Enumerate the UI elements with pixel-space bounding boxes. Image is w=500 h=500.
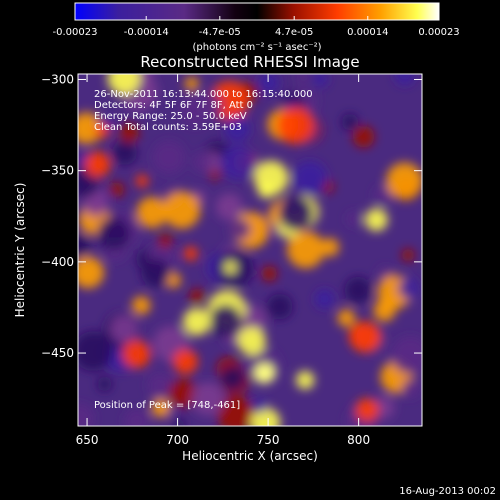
x-tick-label: 650	[76, 433, 99, 447]
heatmap-image	[78, 74, 422, 426]
annotation-line: Detectors: 4F 5F 6F 7F 8F, Att 0	[94, 100, 253, 111]
x-axis: 650 700 750 800	[76, 74, 370, 447]
colorbar-gradient	[74, 2, 440, 21]
chart-title: Reconstructed RHESSI Image	[140, 53, 359, 71]
colorbar: -0.00023 -0.00014 -4.7e-05 4.7e-05 0.00014 0.…	[53, 2, 460, 53]
y-tick-label: −350	[41, 164, 74, 178]
timestamp: 16-Aug-2013 00:02	[399, 486, 496, 497]
annotation-line: Energy Range: 25.0 - 50.0 keV	[94, 111, 247, 122]
colorbar-tick-label: -0.00023	[53, 27, 98, 38]
annotation-line: Clean Total counts: 3.59E+03	[94, 122, 242, 133]
y-axis: −300 −350 −400 −450	[41, 72, 422, 360]
colorbar-tick-label: 0.00014	[347, 27, 388, 38]
colorbar-tick-label: 0.00023	[418, 27, 459, 38]
y-tick-label: −300	[41, 72, 74, 86]
colorbar-tick-label: -4.7e-05	[199, 27, 241, 38]
colorbar-ticks: -0.00023 -0.00014 -4.7e-05 4.7e-05 0.00014 0.…	[53, 16, 460, 38]
colorbar-tick-label: 4.7e-05	[275, 27, 313, 38]
x-tick-label: 700	[166, 433, 189, 447]
y-axis-label: Heliocentric Y (arcsec)	[13, 183, 27, 318]
y-tick-label: −400	[41, 255, 74, 269]
x-tick-label: 800	[347, 433, 370, 447]
peak-position-label: Position of Peak = [748,-461]	[94, 400, 240, 411]
annotation-block: 26-Nov-2011 16:13:44.000 to 16:15:40.000…	[94, 89, 313, 133]
colorbar-tick-label: -0.00014	[124, 27, 169, 38]
x-axis-label: Heliocentric X (arcsec)	[182, 449, 318, 463]
y-tick-label: −450	[41, 346, 74, 360]
annotation-line: 26-Nov-2011 16:13:44.000 to 16:15:40.000	[94, 89, 313, 100]
colorbar-unit-label: (photons cm⁻² s⁻¹ asec⁻²)	[192, 42, 321, 53]
plot-frame	[77, 73, 423, 427]
x-tick-label: 750	[257, 433, 280, 447]
